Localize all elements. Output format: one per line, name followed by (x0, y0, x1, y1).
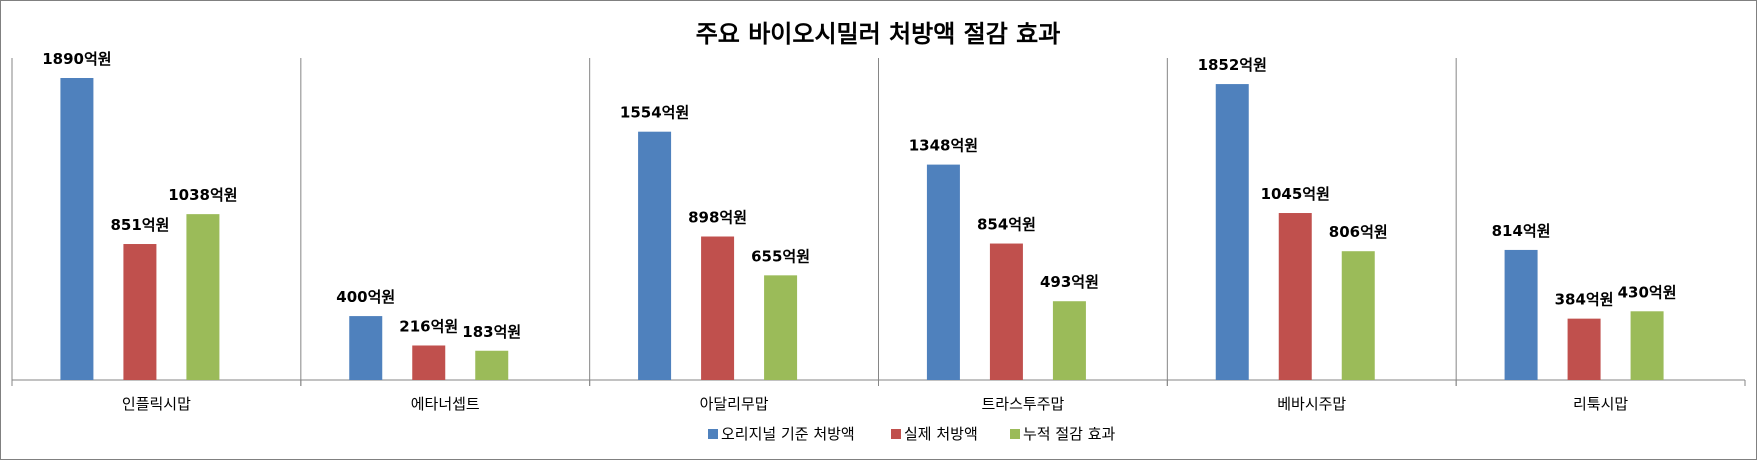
data-label: 806억원 (1329, 223, 1388, 241)
bar-1 (638, 131, 672, 380)
bar-2 (989, 243, 1023, 380)
chart-title: 주요 바이오시밀러 처방액 절감 효과 (696, 20, 1061, 48)
data-label: 430억원 (1618, 283, 1677, 301)
data-label: 898억원 (688, 209, 747, 227)
bar-2 (1278, 213, 1312, 380)
category-label: 트라스투주맙 (982, 395, 1065, 413)
bar-2 (123, 244, 157, 380)
bar-1 (349, 316, 383, 380)
bar-3 (764, 275, 798, 380)
bar-2 (701, 236, 735, 380)
data-label: 384억원 (1555, 291, 1614, 309)
category-label: 리툭시맙 (1573, 395, 1628, 413)
data-label: 1038억원 (168, 186, 237, 204)
data-label: 183억원 (462, 323, 521, 341)
legend-label: 실제 처방액 (904, 425, 978, 443)
bar-1 (926, 164, 960, 380)
data-label: 1852억원 (1198, 56, 1267, 74)
legend-swatch (708, 429, 718, 439)
category-label: 인플릭시맙 (122, 395, 191, 413)
bar-1 (1504, 249, 1538, 380)
category-label: 베바시주맙 (1277, 395, 1346, 413)
legend-swatch (891, 429, 901, 439)
bar-1 (1215, 84, 1249, 380)
category-label: 아달리무맙 (700, 395, 769, 413)
legend-label: 누적 절감 효과 (1023, 425, 1116, 443)
legend: 오리지널 기준 처방액 실제 처방액 누적 절감 효과 (708, 425, 1116, 443)
bar-3 (186, 214, 220, 380)
bar-3 (475, 350, 509, 380)
category-label: 에타너셉트 (411, 395, 480, 413)
data-label: 655억원 (751, 247, 810, 265)
data-label: 216억원 (399, 317, 458, 335)
data-label: 1554억원 (620, 104, 689, 122)
data-label: 814억원 (1492, 222, 1551, 240)
legend-label: 오리지널 기준 처방액 (721, 425, 855, 443)
bar-1 (60, 78, 94, 380)
bar-3 (1341, 251, 1375, 380)
data-label: 851억원 (110, 216, 169, 234)
legend-swatch (1010, 429, 1020, 439)
data-label: 854억원 (977, 216, 1036, 234)
data-label: 400억원 (336, 288, 395, 306)
bar-2 (412, 345, 446, 380)
data-label: 1045억원 (1261, 185, 1330, 203)
bar-2 (1567, 318, 1601, 380)
bar-3 (1630, 311, 1664, 380)
data-label: 1348억원 (909, 137, 978, 155)
data-label: 1890억원 (42, 50, 111, 68)
data-label: 493억원 (1040, 273, 1099, 291)
bar-3 (1052, 301, 1086, 380)
